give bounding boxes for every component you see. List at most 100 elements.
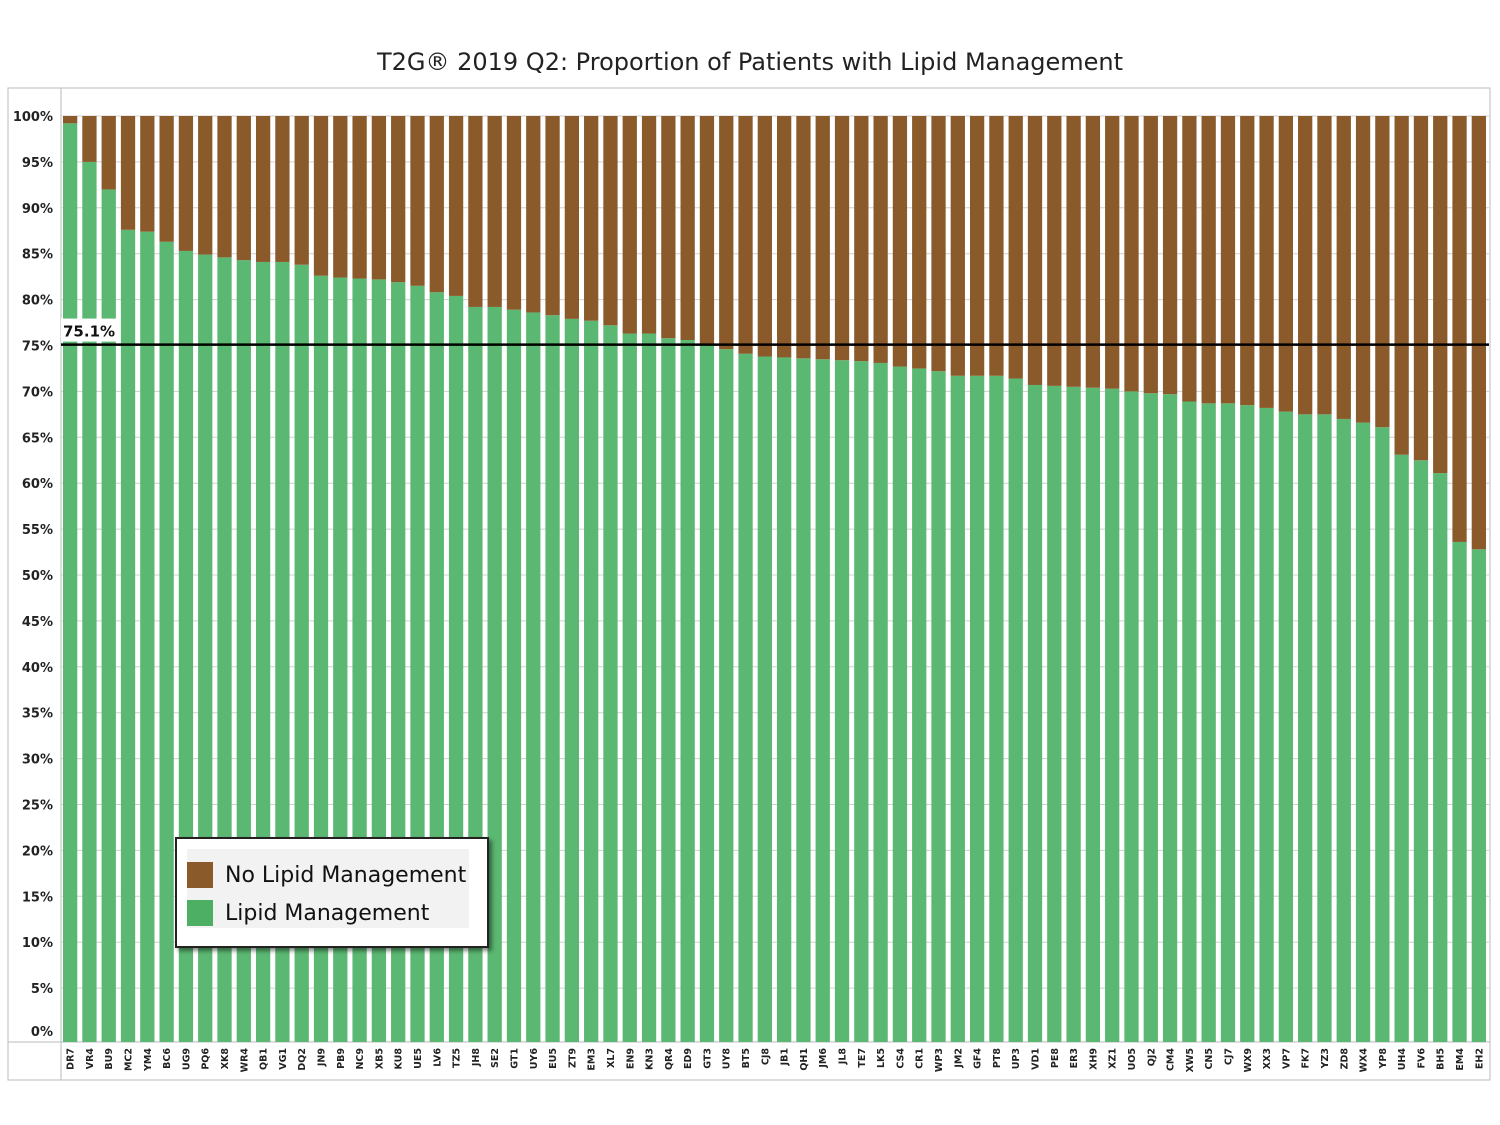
- x-tick-label: LK5: [876, 1048, 887, 1068]
- bar-lipid-management: [120, 229, 136, 1042]
- x-tick-label: NC9: [355, 1048, 366, 1070]
- x-tick-label: CS4: [895, 1048, 906, 1069]
- bar-lipid-management: [1471, 549, 1486, 1042]
- bar-lipid-management: [1240, 405, 1255, 1042]
- bar-no-lipid-management: [680, 116, 695, 340]
- y-tick-label: 80%: [22, 294, 53, 309]
- x-tick-label: ED9: [683, 1048, 694, 1069]
- x-tick-label: BT5: [741, 1048, 752, 1068]
- x-tick-label: XK8: [220, 1048, 231, 1070]
- y-tick-label: 20%: [22, 844, 53, 859]
- bar-no-lipid-management: [1375, 116, 1390, 428]
- bar-lipid-management: [1394, 454, 1409, 1042]
- bar-no-lipid-management: [1471, 116, 1486, 550]
- x-tick-label: WR4: [239, 1048, 250, 1073]
- x-tick-label: QB1: [259, 1048, 270, 1070]
- x-tick-label: JM6: [818, 1048, 829, 1069]
- bar-no-lipid-management: [217, 116, 232, 258]
- bar-no-lipid-management: [1259, 116, 1274, 408]
- x-tick-label: XZ1: [1108, 1048, 1119, 1069]
- bar-lipid-management: [1105, 388, 1120, 1042]
- x-tick-label: CJ7: [1223, 1048, 1234, 1065]
- x-tick-label: CJ8: [760, 1048, 771, 1066]
- bar-no-lipid-management: [719, 116, 734, 350]
- x-tick-label: XW5: [1185, 1048, 1196, 1072]
- x-tick-label: XH9: [1088, 1048, 1099, 1070]
- bar-lipid-management: [757, 356, 772, 1042]
- bar-lipid-management: [1452, 541, 1467, 1042]
- reference-line-group: 75.1%: [61, 318, 1489, 346]
- bar-no-lipid-management: [892, 116, 908, 367]
- legend-label: Lipid Management: [225, 900, 430, 926]
- bar-lipid-management: [1317, 414, 1332, 1043]
- bar-no-lipid-management: [526, 116, 541, 313]
- x-tick-label: VD1: [1031, 1048, 1042, 1070]
- bar-lipid-management: [912, 368, 927, 1042]
- bar-no-lipid-management: [873, 116, 888, 363]
- bar-lipid-management: [1027, 384, 1043, 1042]
- y-tick-label: 35%: [22, 707, 53, 722]
- bar-no-lipid-management: [796, 116, 811, 359]
- y-tick-label: 85%: [22, 248, 53, 263]
- bar-lipid-management: [584, 320, 599, 1042]
- bar-lipid-management: [1182, 401, 1197, 1042]
- x-tick-label: VP7: [1281, 1048, 1292, 1069]
- bar-lipid-management: [1085, 387, 1101, 1042]
- bar-lipid-management: [82, 161, 97, 1042]
- bar-lipid-management: [892, 366, 908, 1042]
- bar-lipid-management: [777, 357, 792, 1043]
- x-tick-label: WP3: [934, 1048, 945, 1072]
- bar-lipid-management: [564, 318, 580, 1042]
- bar-no-lipid-management: [178, 116, 194, 251]
- bar-no-lipid-management: [545, 116, 560, 316]
- x-tick-label: SE2: [490, 1048, 501, 1068]
- legend-item-lipid-management: Lipid Management: [187, 899, 429, 927]
- y-tick-label: 75%: [22, 340, 53, 355]
- x-tick-label: UY8: [722, 1048, 733, 1070]
- bar-lipid-management: [506, 309, 522, 1042]
- bar-no-lipid-management: [352, 116, 367, 279]
- bar-no-lipid-management: [1240, 116, 1255, 406]
- x-tick-label: CN5: [1204, 1048, 1215, 1070]
- x-tick-label: PT8: [992, 1048, 1003, 1068]
- bar-no-lipid-management: [1394, 116, 1409, 455]
- bar-no-lipid-management: [661, 116, 676, 339]
- bar-no-lipid-management: [101, 116, 116, 190]
- x-tick-label: YM4: [143, 1048, 154, 1072]
- bar-lipid-management: [1162, 394, 1178, 1042]
- x-tick-label: PQ6: [201, 1048, 212, 1070]
- bar-lipid-management: [1375, 427, 1390, 1042]
- legend-item-no-lipid-management: No Lipid Management: [187, 861, 466, 889]
- x-tick-label: WX4: [1359, 1048, 1370, 1073]
- bar-no-lipid-management: [738, 116, 753, 354]
- x-tick-label: CR1: [915, 1048, 926, 1069]
- bar-no-lipid-management: [757, 116, 772, 357]
- y-tick-label: 70%: [22, 385, 53, 400]
- x-tick-label: UP3: [1011, 1048, 1022, 1069]
- x-tick-label: UE5: [413, 1048, 424, 1069]
- bar-lipid-management: [603, 325, 618, 1043]
- x-tick-label: TZ5: [452, 1048, 463, 1068]
- y-tick-label: 100%: [13, 110, 53, 125]
- bar-lipid-management: [140, 231, 155, 1043]
- y-tick-label: 30%: [22, 753, 53, 768]
- bar-no-lipid-management: [236, 116, 251, 261]
- bar-lipid-management: [931, 371, 946, 1043]
- x-tick-label: LV6: [432, 1048, 443, 1067]
- bar-lipid-management: [989, 375, 1004, 1042]
- x-tick-label: BH5: [1436, 1048, 1447, 1070]
- bar-lipid-management: [834, 360, 850, 1042]
- x-tick-label: UO5: [1127, 1048, 1138, 1070]
- bar-lipid-management: [1336, 418, 1351, 1042]
- bar-no-lipid-management: [564, 116, 580, 319]
- x-tick-label: BC6: [162, 1048, 173, 1069]
- bar-no-lipid-management: [1317, 116, 1332, 415]
- bar-lipid-management: [1008, 378, 1023, 1043]
- bar-no-lipid-management: [854, 116, 869, 362]
- bar-no-lipid-management: [584, 116, 599, 321]
- bar-no-lipid-management: [1008, 116, 1023, 379]
- bar-lipid-management: [969, 375, 985, 1042]
- bar-lipid-management: [63, 123, 78, 1043]
- y-tick-label: 0%: [31, 1025, 53, 1040]
- bar-lipid-management: [1201, 403, 1216, 1043]
